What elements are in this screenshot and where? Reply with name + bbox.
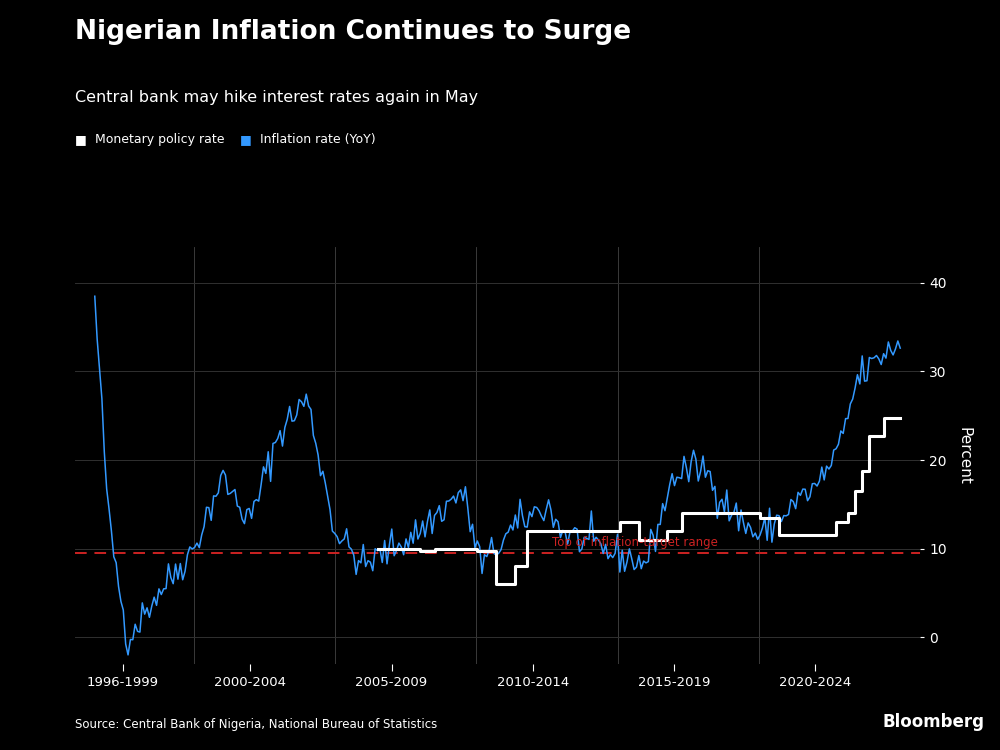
Text: Source: Central Bank of Nigeria, National Bureau of Statistics: Source: Central Bank of Nigeria, Nationa… [75,718,437,731]
Text: ■: ■ [75,134,87,146]
Y-axis label: Percent: Percent [957,427,972,484]
Text: Inflation rate (YoY): Inflation rate (YoY) [260,134,376,146]
Text: Top of inflation-target range: Top of inflation-target range [552,536,718,548]
Text: Bloomberg: Bloomberg [883,713,985,731]
Text: Central bank may hike interest rates again in May: Central bank may hike interest rates aga… [75,90,478,105]
Text: ■: ■ [240,134,252,146]
Text: Nigerian Inflation Continues to Surge: Nigerian Inflation Continues to Surge [75,19,631,45]
Text: Monetary policy rate: Monetary policy rate [95,134,224,146]
